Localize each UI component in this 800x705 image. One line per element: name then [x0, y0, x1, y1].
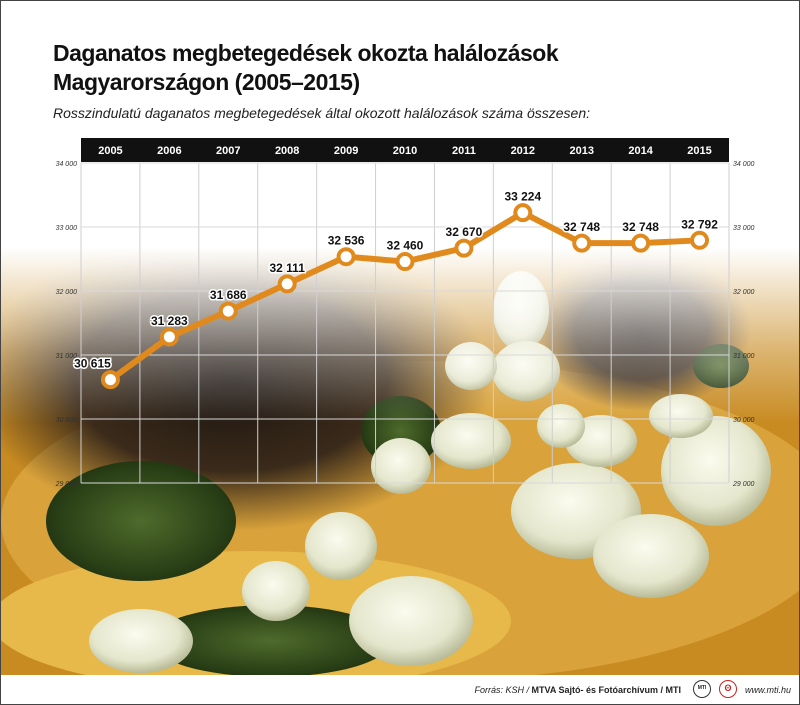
data-point [572, 233, 592, 253]
y-tick-label-left: 33 000 [56, 225, 78, 232]
y-tick-label-left: 34 000 [56, 161, 78, 168]
data-labels: 30 615 31 283 31 686 32 111 32 536 32 460 32 6… [73, 188, 720, 372]
data-label: 32 792 [681, 217, 718, 231]
data-label: 32 536 [328, 234, 365, 248]
y-tick-label-right: 30 000 [733, 417, 755, 424]
data-label: 31 686 [210, 288, 247, 302]
y-tick-label-right: 31 000 [733, 353, 755, 360]
y-tick-label-left: 31 000 [56, 353, 78, 360]
y-tick-label-left: 30 000 [56, 417, 78, 424]
y-tick-label-left: 29 000 [55, 481, 78, 488]
x-tick-label: 2015 [687, 145, 711, 157]
data-point [218, 301, 238, 321]
data-point [395, 252, 415, 272]
data-series [100, 203, 710, 390]
data-label: 30 615 [74, 357, 111, 371]
data-label: 31 283 [151, 314, 188, 328]
data-label: 32 670 [446, 225, 483, 239]
x-tick-label: 2005 [98, 145, 122, 157]
x-tick-label: 2007 [216, 145, 240, 157]
x-tick-label: 2012 [511, 145, 535, 157]
data-point [336, 247, 356, 267]
data-point [159, 327, 179, 347]
data-point [631, 233, 651, 253]
x-tick-label: 2011 [452, 145, 476, 157]
chart-subtitle: Rosszindulatú daganatos megbetegedések á… [53, 105, 590, 121]
website-link[interactable]: www.mti.hu [744, 685, 791, 695]
data-point [100, 370, 120, 390]
chart-title-line-2: Magyarországon (2005–2015) [53, 69, 360, 95]
x-tick-label: 2009 [334, 145, 358, 157]
data-point [454, 238, 474, 258]
mti-logo-icon: MTI [693, 680, 711, 698]
x-tick-label: 2008 [275, 145, 299, 157]
data-label: 33 224 [504, 190, 541, 204]
source-credit: Forrás: KSH / MTVA Sajtó- és Fotóarchívu… [474, 685, 681, 695]
data-point [513, 203, 533, 223]
x-tick-label: 2014 [628, 145, 653, 157]
footer: Forrás: KSH / MTVA Sajtó- és Fotóarchívu… [1, 675, 799, 704]
data-label: 32 748 [563, 220, 600, 234]
archive-logo-icon: ʘ [719, 680, 737, 698]
y-tick-label-right: 32 000 [733, 289, 755, 296]
year-axis-bar: 2005 2006 2007 2008 2009 2010 2011 2012 2013 2014… [81, 138, 729, 162]
x-tick-label: 2010 [393, 145, 417, 157]
source-agency: MTVA Sajtó- és Fotóarchívum / MTI [531, 685, 681, 695]
y-tick-label-right: 29 000 [732, 481, 755, 488]
year-bar-background [81, 138, 729, 162]
y-axes: 29 000 29 000 30 000 30 000 31 000 31 000 32 0… [55, 161, 755, 488]
chart-title-line-1: Daganatos megbetegedések okozta halálozá… [53, 40, 559, 66]
data-label: 32 748 [622, 220, 659, 234]
data-point [277, 274, 297, 294]
x-tick-label: 2006 [157, 145, 181, 157]
y-tick-label-left: 32 000 [56, 289, 78, 296]
source-prefix: Forrás: KSH / [474, 685, 529, 695]
x-tick-label: 2013 [569, 145, 593, 157]
data-label: 32 460 [387, 239, 424, 253]
y-tick-label-right: 34 000 [733, 161, 755, 168]
data-point [690, 230, 710, 250]
chart-title: Daganatos megbetegedések okozta halálozá… [53, 39, 559, 97]
y-tick-label-right: 33 000 [733, 225, 755, 232]
data-label: 32 111 [269, 261, 305, 275]
